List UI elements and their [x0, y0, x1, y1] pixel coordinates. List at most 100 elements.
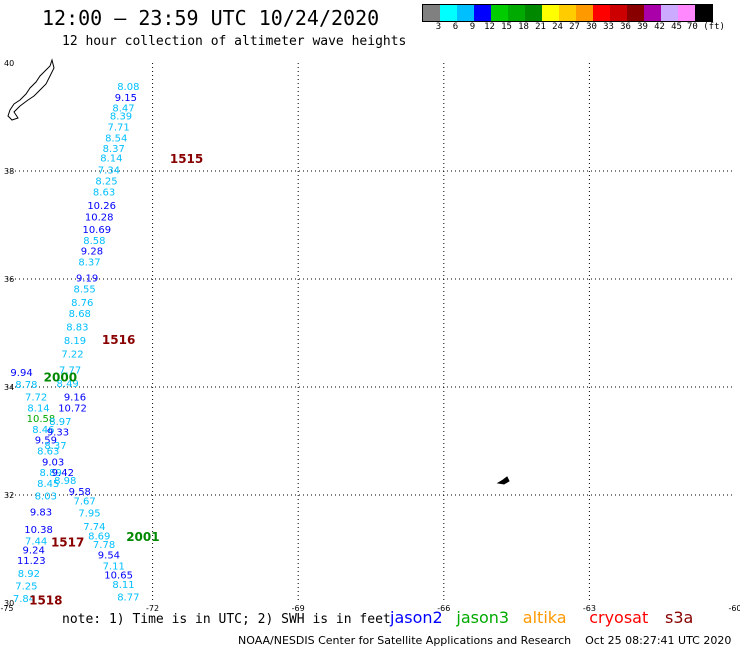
lon-tick-label: -60 [728, 604, 740, 613]
lon-tick-label: -75 [0, 604, 13, 613]
color-swatch [457, 5, 474, 21]
swh-value: 10.28 [85, 213, 114, 224]
color-scale-label: 6 [452, 22, 459, 32]
swh-value: 9.19 [76, 274, 98, 285]
swh-value: 10.72 [58, 403, 87, 414]
axis-tick-labels: -75 -72 -69 -66 -63 -60 30 32 34 36 38 40 [0, 59, 740, 613]
swh-value: 8.14 [100, 153, 122, 164]
credit-line: NOAA/NESDIS Center for Satellite Applica… [238, 634, 732, 647]
swh-value: 8.89 [40, 468, 62, 479]
lat-tick-label: 36 [4, 275, 14, 284]
swh-value: 9.42 [52, 468, 74, 479]
swh-value: 8.68 [69, 309, 91, 320]
coastline-outline [7, 58, 55, 121]
legend-s3a: s3a [665, 608, 694, 627]
color-swatch [644, 5, 661, 21]
color-scale-label: 3 [435, 22, 442, 32]
pass-time-label: 1518 [29, 594, 62, 608]
coastline [7, 58, 510, 485]
color-swatch [678, 5, 695, 21]
color-scale-label: 9 [469, 22, 476, 32]
color-scale-label: 45 [671, 22, 682, 32]
color-scale-label: 39 [637, 22, 648, 32]
color-swatch [559, 5, 576, 21]
color-scale-label: 18 [518, 22, 529, 32]
swh-value: 8.11 [112, 580, 134, 591]
color-scale-label: 33 [603, 22, 614, 32]
swh-value: 10.65 [104, 571, 133, 582]
swh-value: 8.63 [93, 187, 115, 198]
island-shape [496, 476, 510, 485]
swh-value: 9.15 [115, 93, 137, 104]
swh-value: 8.98 [54, 476, 76, 487]
swh-value: 7.67 [74, 497, 96, 508]
lat-tick-label: 38 [4, 167, 14, 176]
color-scale-label: 36 [620, 22, 631, 32]
swh-value: 8.46 [32, 425, 54, 436]
lat-lon-grid [7, 63, 735, 603]
map-title: 12:00 — 23:59 UTC 10/24/2020 [42, 6, 380, 30]
swh-value: 8.37 [78, 258, 100, 269]
color-swatch [593, 5, 610, 21]
pass-time-label: 2001 [126, 530, 159, 544]
legend-jason2: jason2 [390, 608, 443, 627]
swh-value: 8.08 [117, 82, 139, 93]
legend-jason3: jason3 [456, 608, 510, 627]
swh-value: 10.69 [82, 225, 111, 236]
swh-value: 7.71 [107, 123, 129, 134]
legend-altika: altika [522, 608, 567, 627]
lat-tick-label: 32 [4, 491, 14, 500]
swh-value: 8.92 [18, 569, 40, 580]
swh-value: 7.84 [13, 594, 35, 605]
swh-value: 7.25 [15, 582, 37, 593]
lat-tick-label: 40 [4, 59, 14, 68]
color-scale-label: 21 [535, 22, 546, 32]
swh-value: 8.97 [49, 417, 71, 428]
legend-cryosat: cryosat [589, 608, 649, 627]
pass-time-label: 2000 [44, 371, 77, 385]
swh-value: 11.23 [17, 556, 46, 567]
color-swatch [695, 5, 712, 21]
swh-value: 9.54 [98, 551, 120, 562]
pass-time-label: 1515 [170, 152, 203, 166]
lat-tick-label: 30 [4, 599, 14, 608]
lon-tick-label: -63 [583, 604, 596, 613]
swh-value: 7.95 [78, 509, 100, 520]
swh-value: 8.77 [117, 592, 139, 603]
lon-tick-label: -66 [437, 604, 450, 613]
pass-time-label: 1516 [102, 333, 135, 347]
swh-value: 7.34 [98, 166, 120, 177]
swh-value: 8.54 [105, 133, 127, 144]
color-scale-label: 27 [569, 22, 580, 32]
lat-tick-label: 34 [4, 383, 14, 392]
swh-value: 8.14 [27, 403, 49, 414]
color-swatch [508, 5, 525, 21]
swh-value: 7.74 [83, 522, 105, 533]
color-scale-label: 12 [484, 22, 495, 32]
pass-time-labels: 1515 1516 2000 1517 2001 1518 [29, 152, 203, 608]
color-swatch [627, 5, 644, 21]
swh-value: 8.25 [95, 177, 117, 188]
swh-value: 8.78 [15, 380, 37, 391]
swh-value: 9.16 [64, 393, 86, 404]
color-scale-label: 42 [654, 22, 665, 32]
color-scale-label: 24 [552, 22, 563, 32]
swh-value: 9.58 [69, 487, 91, 498]
swh-value: 9.94 [10, 368, 32, 379]
swh-value: 7.77 [59, 366, 81, 377]
swh-value: 8.76 [71, 298, 93, 309]
swh-value: 9.03 [42, 457, 64, 468]
swh-value: 10.38 [24, 525, 53, 536]
swh-value: 9.83 [30, 508, 52, 519]
color-swatch [610, 5, 627, 21]
color-scale-bar [422, 4, 713, 22]
color-swatch [440, 5, 457, 21]
map-subtitle: 12 hour collection of altimeter wave hei… [62, 34, 407, 49]
color-scale-label: 30 [586, 22, 597, 32]
swh-value: 8.45 [37, 479, 59, 490]
swh-value: 8.69 [88, 531, 110, 542]
swh-value: 8.37 [44, 441, 66, 452]
swh-value: 8.37 [103, 144, 125, 155]
swh-value: 9.24 [23, 545, 45, 556]
